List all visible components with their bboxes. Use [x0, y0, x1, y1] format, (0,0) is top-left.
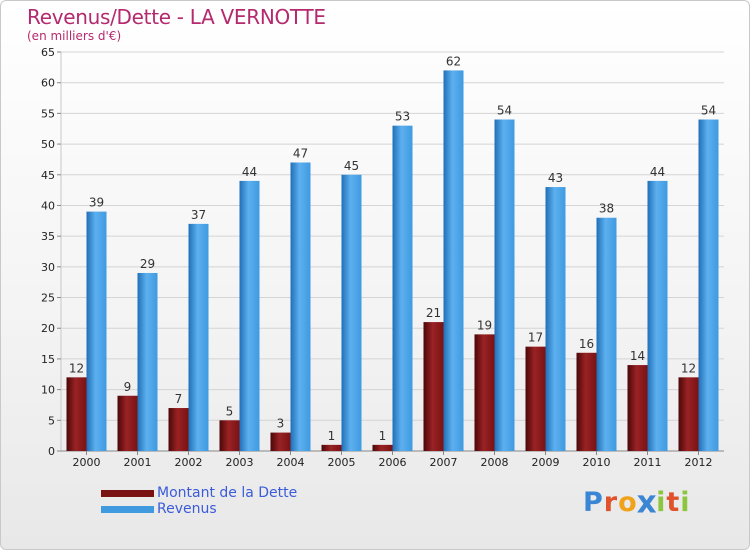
x-tick-label-2000: 2000	[73, 456, 101, 469]
y-tick-label-45: 45	[41, 169, 55, 182]
y-tick-label-20: 20	[41, 322, 55, 335]
data-label-revenus-2000: 39	[89, 196, 104, 210]
y-tick-label-50: 50	[41, 138, 55, 151]
data-label-revenus-2010: 38	[599, 202, 614, 216]
chart-title: Revenus/Dette - LA VERNOTTE	[27, 5, 326, 29]
data-label-dette-2004: 3	[277, 417, 285, 431]
bar-revenus-2012	[698, 119, 719, 452]
bar-dette-2008	[474, 334, 495, 451]
x-tick-label-2008: 2008	[481, 456, 509, 469]
y-tick-label-40: 40	[41, 199, 55, 212]
bar-dette-2005	[321, 444, 342, 451]
x-tick-label-2009: 2009	[532, 456, 560, 469]
legend-label-dette: Montant de la Dette	[157, 485, 298, 501]
data-label-revenus-2009: 43	[548, 171, 563, 185]
bar-revenus-2008	[494, 119, 515, 452]
x-tick-label-2004: 2004	[277, 456, 305, 469]
data-label-dette-2007: 21	[426, 306, 441, 320]
y-tick-label-15: 15	[41, 353, 55, 366]
data-label-revenus-2006: 53	[395, 110, 410, 124]
bar-dette-2007	[423, 322, 444, 451]
bar-dette-2000	[66, 377, 87, 451]
data-label-revenus-2007: 62	[446, 54, 461, 68]
x-tick-label-2011: 2011	[634, 456, 662, 469]
bar-revenus-2004	[290, 162, 311, 451]
bar-revenus-2010	[596, 217, 617, 451]
y-tick-label-30: 30	[41, 261, 55, 274]
data-label-revenus-2001: 29	[140, 257, 155, 271]
data-label-revenus-2011: 44	[650, 165, 665, 179]
data-label-dette-2002: 7	[175, 392, 183, 406]
x-tick-label-2001: 2001	[124, 456, 152, 469]
bar-dette-2012	[678, 377, 699, 451]
data-label-dette-2008: 19	[477, 318, 492, 332]
legend-swatch-dette	[101, 490, 154, 497]
logo-letter: i	[656, 487, 667, 518]
data-label-dette-2010: 16	[579, 337, 594, 351]
bar-revenus-2011	[647, 180, 668, 451]
bar-revenus-2007	[443, 70, 464, 452]
bar-revenus-2002	[188, 223, 209, 451]
bar-dette-2004	[270, 432, 291, 451]
proxiti-logo: Proxiti	[583, 484, 691, 521]
bar-dette-2003	[219, 420, 240, 451]
y-tick-label-25: 25	[41, 292, 55, 305]
x-tick-label-2007: 2007	[430, 456, 458, 469]
data-label-revenus-2005: 45	[344, 159, 359, 173]
y-tick-label-60: 60	[41, 77, 55, 90]
bar-dette-2001	[117, 395, 138, 451]
legend-label-revenus: Revenus	[157, 501, 217, 517]
bar-revenus-2005	[341, 174, 362, 451]
x-tick-label-2012: 2012	[685, 456, 713, 469]
data-label-revenus-2012: 54	[701, 104, 716, 118]
x-tick-label-2006: 2006	[379, 456, 407, 469]
y-tick-label-55: 55	[41, 107, 55, 120]
data-label-revenus-2004: 47	[293, 146, 308, 160]
logo-letter: P	[583, 487, 604, 518]
x-tick-label-2002: 2002	[175, 456, 203, 469]
data-label-dette-2009: 17	[528, 331, 543, 345]
bar-dette-2010	[576, 352, 597, 451]
data-label-dette-2003: 5	[226, 404, 234, 418]
logo-letter: t	[666, 487, 681, 518]
logo-letter: o	[618, 487, 638, 518]
data-label-dette-2001: 9	[124, 380, 132, 394]
bar-dette-2006	[372, 444, 393, 451]
bar-revenus-2009	[545, 187, 566, 452]
x-tick-label-2005: 2005	[328, 456, 356, 469]
bar-revenus-2001	[137, 272, 158, 451]
data-label-dette-2012: 12	[681, 361, 696, 375]
bar-dette-2009	[525, 346, 546, 451]
x-tick-label-2003: 2003	[226, 456, 254, 469]
data-label-dette-2000: 12	[69, 361, 84, 375]
data-label-revenus-2002: 37	[191, 208, 206, 222]
chart-subtitle: (en milliers d'€)	[27, 29, 122, 43]
logo-letter: x	[636, 484, 658, 521]
y-tick-label-10: 10	[41, 384, 55, 397]
bar-revenus-2000	[86, 211, 107, 451]
data-label-dette-2005: 1	[328, 429, 336, 443]
logo-letter: i	[680, 487, 691, 518]
bar-revenus-2003	[239, 180, 260, 451]
data-label-dette-2006: 1	[379, 429, 387, 443]
bar-dette-2011	[627, 365, 648, 451]
data-label-revenus-2008: 54	[497, 104, 512, 118]
bar-revenus-2006	[392, 125, 413, 452]
y-tick-label-35: 35	[41, 230, 55, 243]
logo-letter: r	[603, 487, 619, 518]
legend-swatch-revenus	[101, 506, 154, 513]
data-label-revenus-2003: 44	[242, 165, 257, 179]
y-tick-label-5: 5	[48, 414, 55, 427]
bar-dette-2002	[168, 408, 189, 451]
y-tick-label-65: 65	[41, 46, 55, 59]
x-tick-label-2010: 2010	[583, 456, 611, 469]
y-tick-label-0: 0	[48, 445, 55, 458]
data-label-dette-2011: 14	[630, 349, 645, 363]
